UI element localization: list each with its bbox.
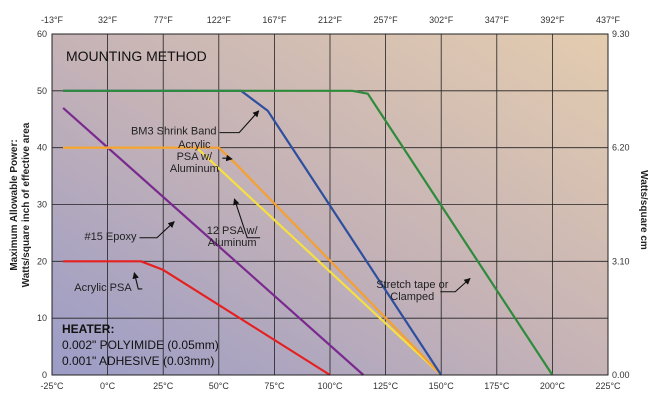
x-tick-bottom: 125°C <box>373 381 399 391</box>
annotation-arrow-5 <box>132 272 143 290</box>
annotation-label-4: #15 Epoxy <box>85 231 137 243</box>
x-tick-bottom: -25°C <box>40 381 64 391</box>
y-tick-right: 3.10 <box>612 256 630 266</box>
annotation-label-3: 12 PSA w/ <box>207 225 259 237</box>
annotation-label-1: BM3 Shrink Band <box>131 126 217 138</box>
annotation-label-5: Acrylic PSA <box>74 282 132 294</box>
y-tick-left: 0 <box>42 370 47 380</box>
x-tick-top: 392°F <box>540 15 565 25</box>
series-line-6 <box>63 89 554 376</box>
y-tick-left: 60 <box>37 29 47 39</box>
x-tick-top: 347°F <box>485 15 510 25</box>
x-tick-bottom: 225°C <box>595 381 621 391</box>
y-tick-right: 9.30 <box>612 29 630 39</box>
ylabel-left-1: Maximum Allowable Power: <box>9 139 20 270</box>
x-tick-top: 302°F <box>429 15 454 25</box>
annotation-arrow-3 <box>233 198 261 239</box>
x-tick-bottom: 0°C <box>100 381 116 391</box>
y-tick-left: 40 <box>37 143 47 153</box>
x-tick-bottom: 150°C <box>429 381 455 391</box>
heater-title: HEATER: <box>62 322 114 336</box>
y-tick-left: 10 <box>37 313 47 323</box>
annotation-label-2: Acrylic <box>178 139 211 151</box>
x-tick-top: 77°F <box>154 15 174 25</box>
series-line-2 <box>62 107 365 376</box>
x-tick-top: 32°F <box>98 15 118 25</box>
x-tick-bottom: 25°C <box>153 381 174 391</box>
x-tick-top: 257°F <box>374 15 399 25</box>
y-tick-right: 6.20 <box>612 143 630 153</box>
x-tick-top: -13°F <box>41 15 64 25</box>
annotation-label-6: Stretch tape or <box>376 279 448 291</box>
y-tick-left: 30 <box>37 200 47 210</box>
ylabel-left-2: Watts/square inch of effective area <box>21 122 32 287</box>
y-tick-right: 0.00 <box>612 370 630 380</box>
x-tick-top: 122°F <box>207 15 232 25</box>
annotation-label-6: Clamped <box>390 291 434 303</box>
annotation-label-2: Aluminum <box>170 163 219 175</box>
x-tick-bottom: 200°C <box>540 381 566 391</box>
annotation-arrow-4 <box>139 221 175 239</box>
x-tick-bottom: 75°C <box>264 381 285 391</box>
x-tick-bottom: 50°C <box>209 381 230 391</box>
series-line-1 <box>63 260 331 376</box>
heater-line-1: 0.002" POLYIMIDE (0.05mm) <box>62 338 219 352</box>
annotation-arrow-1 <box>219 110 260 134</box>
annotation-arrow-6 <box>440 277 471 293</box>
annotation-label-3: Aluminum <box>208 237 257 249</box>
x-tick-bottom: 100°C <box>317 381 343 391</box>
ticks: -25°C 0°C 25°C 50°C 75°C 100°C 125°C 150°C 175°C… <box>37 15 630 391</box>
x-tick-bottom: 175°C <box>484 381 510 391</box>
ylabel-right: Watts/square cm <box>638 170 648 250</box>
y-tick-left: 20 <box>37 256 47 266</box>
annotation-arrow-2 <box>222 154 233 162</box>
y-tick-left: 50 <box>37 86 47 96</box>
heater-line-2: 0.001" ADHESIVE (0.03mm) <box>62 354 214 368</box>
x-tick-top: 167°F <box>262 15 287 25</box>
plot-frame <box>51 33 609 376</box>
annotation-label-2: PSA w/ <box>177 151 213 163</box>
panel-title: MOUNTING METHOD <box>66 48 207 64</box>
x-tick-top: 437°F <box>596 15 621 25</box>
x-tick-top: 212°F <box>318 15 343 25</box>
